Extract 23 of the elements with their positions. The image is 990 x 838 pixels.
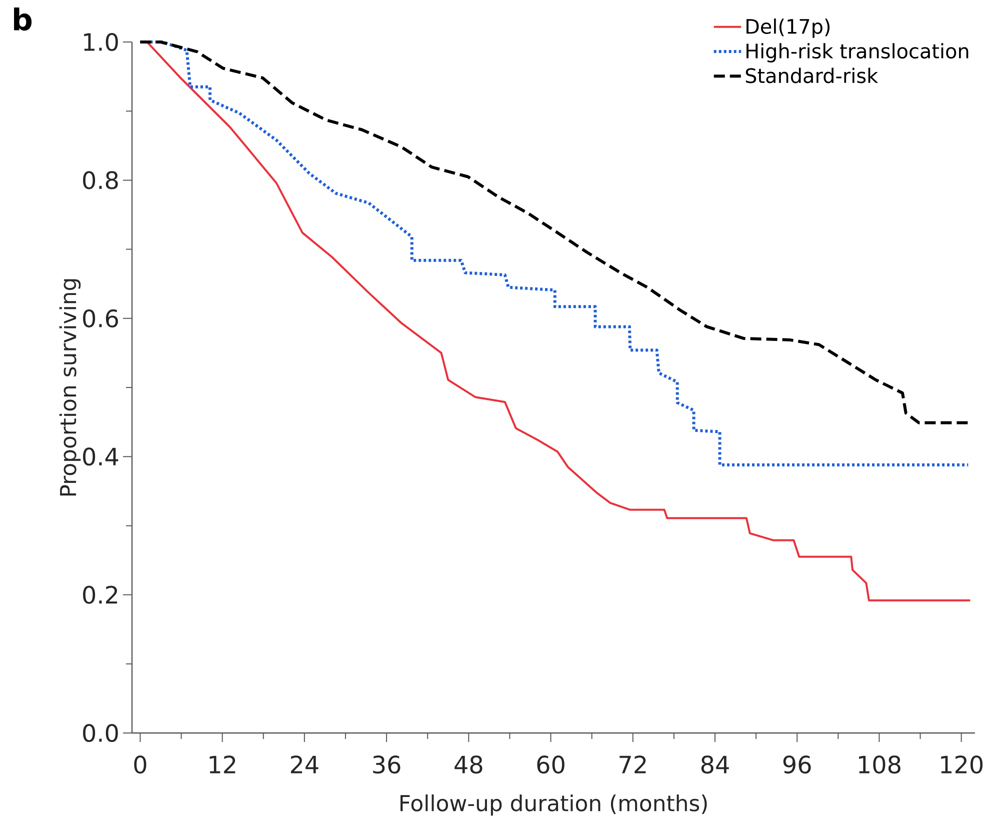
legend-label: Del(17p) (746, 18, 830, 38)
y-tick-label: 0.8 (83, 171, 118, 190)
x-tick-label: 96 (783, 756, 811, 774)
x-tick-label: 36 (373, 756, 400, 774)
x-axis-title: Follow-up duration (months) (400, 794, 707, 816)
x-tick-label: 60 (537, 756, 564, 774)
y-tick-label: 0.2 (83, 586, 118, 604)
legend-label: High-risk translocation (746, 43, 968, 62)
y-axis-title: Proportion surviving (59, 279, 81, 496)
x-tick-label: 24 (290, 756, 318, 774)
y-tick-label: 1.0 (84, 32, 118, 52)
x-tick-label: 72 (620, 756, 646, 774)
y-tick-label: 0.0 (83, 724, 118, 742)
x-tick-label: 48 (454, 756, 482, 774)
x-tick-label: 84 (701, 756, 729, 774)
x-tick-label: 108 (859, 756, 900, 774)
legend-label: Standard-risk (746, 68, 878, 84)
text: b (14, 8, 32, 31)
y-tick-label: 0.6 (83, 309, 118, 328)
x-tick-label: 120 (941, 756, 983, 774)
x-tick-label: 0 (134, 756, 146, 774)
x-tick-label: 12 (210, 756, 236, 774)
y-tick-label: 0.4 (83, 448, 118, 466)
